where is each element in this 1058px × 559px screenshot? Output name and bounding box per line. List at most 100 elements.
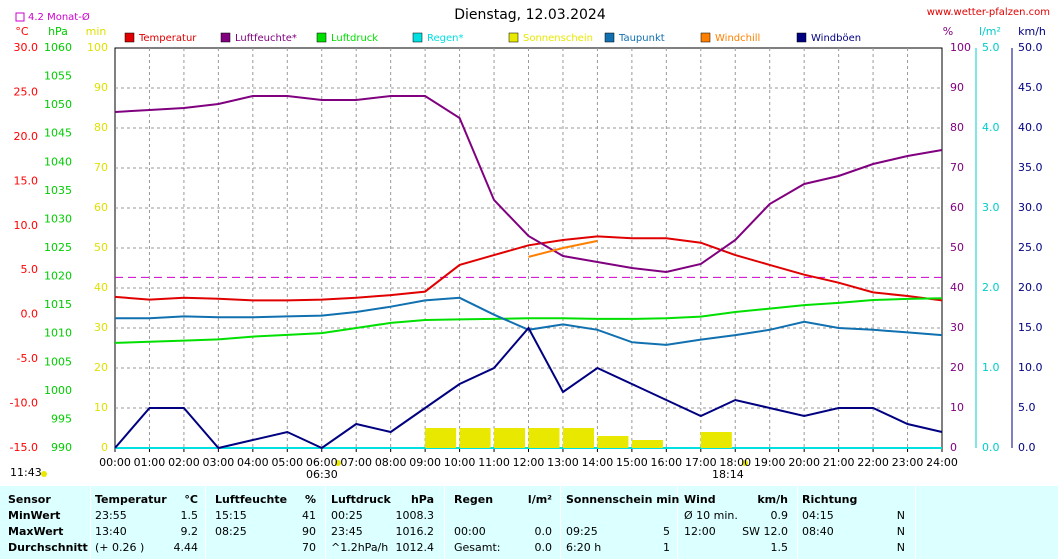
table-cell: Richtung bbox=[802, 493, 858, 506]
x-tick-label: 16:00 bbox=[650, 456, 682, 469]
table-cell: 1016.2 bbox=[395, 525, 435, 538]
y-tick-label: 1060 bbox=[44, 41, 72, 54]
legend-swatch bbox=[508, 32, 519, 43]
legend-swatch bbox=[604, 32, 615, 43]
y-tick-label: 1030 bbox=[44, 212, 72, 225]
y-tick-label: -10.0 bbox=[10, 397, 38, 410]
table-cell: 70 bbox=[302, 541, 316, 554]
y-tick-label: 15.0 bbox=[14, 174, 39, 187]
table-cell: 13:40 bbox=[95, 525, 127, 538]
table-cell: 1 bbox=[663, 541, 670, 554]
y-tick-label: 1050 bbox=[44, 98, 72, 111]
y-tick-label: 20.0 bbox=[1018, 281, 1043, 294]
y-tick-label: 40 bbox=[94, 281, 108, 294]
table-cell: MinWert bbox=[8, 509, 61, 522]
y-tick-label: 20.0 bbox=[14, 130, 39, 143]
table-cell: °C bbox=[184, 493, 198, 506]
x-tick-label: 03:00 bbox=[203, 456, 235, 469]
table-cell: N bbox=[896, 525, 905, 538]
table-cell: 12:00 bbox=[684, 525, 716, 538]
y-tick-label: -15.0 bbox=[10, 441, 38, 454]
legend-label: Taupunkt bbox=[618, 33, 665, 44]
x-tick-label: 17:00 bbox=[685, 456, 717, 469]
axis-unit: % bbox=[943, 25, 953, 38]
table-cell: 4.44 bbox=[173, 541, 199, 554]
y-tick-label: 80 bbox=[94, 121, 108, 134]
x-tick-label: 14:00 bbox=[582, 456, 614, 469]
x-tick-label: 05:00 bbox=[271, 456, 303, 469]
sunset: 18:14 bbox=[712, 468, 744, 481]
y-tick-label: 0.0 bbox=[21, 308, 39, 321]
avg-label: 4.2 Monat-Ø bbox=[28, 11, 90, 23]
separator bbox=[915, 486, 916, 559]
legend-label: Windchill bbox=[715, 33, 760, 44]
y-tick-label: 1005 bbox=[44, 355, 72, 368]
table-cell: % bbox=[304, 493, 316, 506]
y-tick-label: 15.0 bbox=[1018, 321, 1043, 334]
source: www.wetter-pfalzen.com bbox=[927, 7, 1050, 18]
y-tick-label: 30 bbox=[950, 321, 964, 334]
y-tick-label: 60 bbox=[94, 201, 108, 214]
y-tick-label: 2.0 bbox=[982, 281, 1000, 294]
bar bbox=[528, 428, 560, 448]
bar bbox=[459, 428, 491, 448]
table-cell: Luftdruck bbox=[331, 493, 391, 506]
y-tick-label: 5.0 bbox=[1018, 401, 1036, 414]
separator bbox=[325, 486, 326, 559]
series-line bbox=[114, 95, 943, 274]
y-tick-label: 70 bbox=[950, 161, 964, 174]
x-tick-label: 00:00 bbox=[99, 456, 131, 469]
table-cell: N bbox=[896, 509, 905, 522]
y-tick-label: 4.0 bbox=[982, 121, 1000, 134]
x-tick-label: 19:00 bbox=[754, 456, 786, 469]
table-cell: Ø 10 min. bbox=[684, 509, 738, 522]
y-tick-label: 30 bbox=[94, 321, 108, 334]
x-tick-label: 09:00 bbox=[409, 456, 441, 469]
x-tick-label: 22:00 bbox=[857, 456, 889, 469]
y-tick-label: 80 bbox=[950, 121, 964, 134]
y-tick-label: 30.0 bbox=[1018, 201, 1043, 214]
x-tick-label: 08:00 bbox=[375, 456, 407, 469]
y-tick-label: 1015 bbox=[44, 298, 72, 311]
x-tick-label: 13:00 bbox=[547, 456, 579, 469]
y-tick-label: 10.0 bbox=[1018, 361, 1043, 374]
table-cell: 23:45 bbox=[331, 525, 363, 538]
y-tick-label: 50 bbox=[94, 241, 108, 254]
table-cell: Wind bbox=[684, 493, 716, 506]
y-tick-label: 3.0 bbox=[982, 201, 1000, 214]
y-tick-label: 100 bbox=[950, 41, 971, 54]
table-cell: 04:15 bbox=[802, 509, 834, 522]
y-tick-label: 0 bbox=[950, 441, 957, 454]
summary-table: Sensor Temperatur °C Luftfeuchte% Luftdruck h… bbox=[0, 486, 1058, 559]
legend-swatch bbox=[412, 32, 423, 43]
table-cell: hPa bbox=[410, 493, 434, 506]
y-tick-label: 50 bbox=[950, 241, 964, 254]
y-tick-label: 5.0 bbox=[21, 263, 39, 276]
y-tick-label: 1035 bbox=[44, 184, 72, 197]
legend-label: Regen* bbox=[427, 33, 464, 44]
x-tick-label: 21:00 bbox=[823, 456, 855, 469]
series-line bbox=[114, 326, 943, 450]
table-cell: SW 12.0 bbox=[742, 525, 788, 538]
day-length: 11:43 bbox=[10, 466, 42, 479]
legend-label: Sonnenschein bbox=[523, 33, 593, 44]
legend-swatch bbox=[796, 32, 807, 43]
table-cell: 1012.4 bbox=[395, 541, 435, 554]
legend-swatch bbox=[316, 32, 327, 43]
table-cell: N bbox=[896, 541, 905, 554]
y-tick-label: 1055 bbox=[44, 70, 72, 83]
table-cell: 23:55 bbox=[95, 509, 127, 522]
y-tick-label: 1025 bbox=[44, 241, 72, 254]
x-tick-label: 01:00 bbox=[134, 456, 166, 469]
legend-label: Windböen bbox=[811, 33, 861, 44]
y-tick-label: 60 bbox=[950, 201, 964, 214]
y-tick-label: 20 bbox=[950, 361, 964, 374]
y-tick-label: 1000 bbox=[44, 384, 72, 397]
table-cell: 00:25 bbox=[331, 509, 363, 522]
table-cell: l/m² bbox=[527, 493, 552, 506]
x-tick-label: 12:00 bbox=[513, 456, 545, 469]
x-tick-label: 23:00 bbox=[892, 456, 924, 469]
bar bbox=[562, 428, 594, 448]
avg-icon bbox=[15, 12, 25, 22]
axis-unit: °C bbox=[15, 25, 29, 38]
